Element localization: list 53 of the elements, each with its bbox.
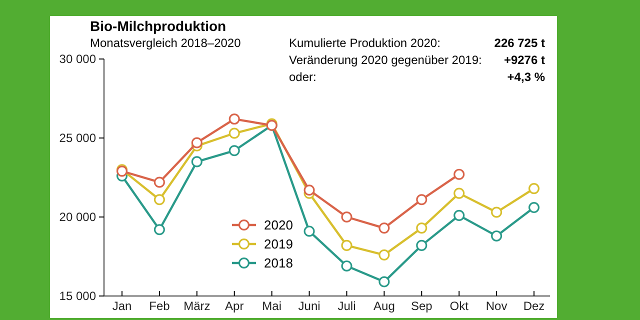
point [528, 202, 540, 214]
point [341, 240, 352, 251]
annotation: +4,3 % [507, 70, 546, 84]
point [191, 137, 202, 148]
legend-label: 2020 [264, 218, 293, 232]
x-tick-label: Juni [298, 298, 320, 313]
y-tick-label: 20 000 [59, 210, 96, 224]
legend-label: 2019 [264, 236, 293, 252]
point [416, 240, 428, 251]
x-tick-label: Nov [486, 298, 508, 313]
point [378, 249, 390, 260]
point [491, 206, 502, 218]
x-tick-label: Juli [338, 298, 356, 313]
x-tick-label: Feb [149, 298, 170, 313]
point [416, 194, 428, 206]
y-tick-label: 30 000 [59, 52, 96, 66]
point [228, 145, 240, 156]
x-tick-label: März [184, 298, 210, 313]
legend-label: 2018 [264, 256, 293, 270]
x-tick-label: Dez [523, 298, 545, 313]
point [528, 183, 540, 194]
y-tick-label: 15 000 [59, 288, 96, 303]
annotation: +9276 t [504, 53, 545, 67]
point [454, 168, 465, 180]
point [378, 222, 390, 234]
x-tick-label: Jan [112, 298, 132, 313]
point [341, 211, 352, 223]
point [228, 114, 240, 125]
point [154, 194, 165, 206]
point [454, 188, 465, 199]
point [491, 230, 502, 242]
x-tick-label: Mai [262, 298, 282, 313]
x-tick-label: Okt [450, 298, 470, 313]
x-tick-label: Aug [374, 298, 395, 313]
point [304, 226, 315, 237]
point [454, 210, 465, 221]
x-tick-label: Apr [225, 298, 244, 313]
point [154, 224, 165, 236]
x-tick-label: Sep [410, 298, 433, 313]
point [228, 128, 240, 139]
point [378, 276, 390, 288]
point [341, 260, 352, 272]
text: Kumulierte Produktion 2020: [289, 36, 440, 50]
point [154, 176, 165, 188]
annotation: oder: [289, 70, 316, 84]
chart-subtitle: Monatsvergleich 2018–2020 [90, 36, 242, 50]
point [416, 222, 428, 234]
text: 226 725 t [494, 36, 545, 50]
y-tick-label: 25 000 [59, 130, 96, 145]
point [304, 184, 315, 196]
point [191, 156, 202, 168]
chart-title: Bio-Milchproduktion [90, 18, 226, 34]
annotation: Veränderung 2020 gegenüber 2019: [289, 53, 482, 67]
